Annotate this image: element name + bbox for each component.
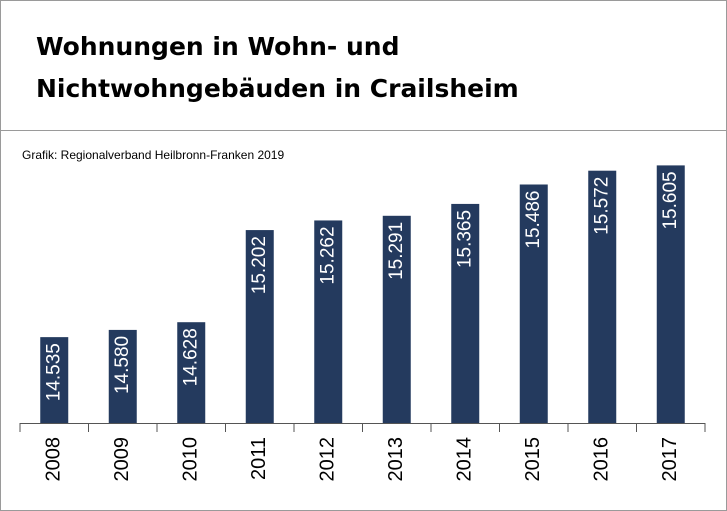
value-label: 15.291	[386, 222, 407, 280]
chart-title: Wohnungen in Wohn- und	[36, 32, 400, 61]
bar	[656, 165, 685, 423]
bar	[451, 203, 480, 423]
x-tick-label: 2008	[43, 437, 65, 482]
bar	[40, 337, 69, 423]
value-label: 14.628	[180, 328, 201, 386]
bar	[519, 184, 548, 423]
bar	[177, 322, 206, 423]
value-label: 15.486	[523, 190, 544, 248]
value-label: 15.202	[249, 236, 270, 294]
x-tick-label: 2011	[248, 437, 270, 480]
value-label: 15.262	[317, 226, 338, 284]
value-label: 14.535	[43, 343, 64, 401]
bar	[314, 220, 343, 423]
x-tick-label: 2009	[111, 437, 133, 482]
x-tick-label: 2015	[522, 437, 544, 482]
x-tick-label: 2013	[385, 437, 407, 482]
bar	[588, 170, 617, 423]
value-label: 14.580	[112, 336, 133, 394]
value-label: 15.365	[454, 210, 475, 268]
x-tick-label: 2012	[317, 437, 339, 482]
bar	[245, 230, 274, 423]
bar	[382, 215, 411, 423]
value-label: 15.605	[660, 171, 681, 229]
bar	[108, 329, 137, 423]
value-label: 15.572	[591, 177, 612, 235]
x-tick-label: 2017	[659, 437, 681, 482]
x-tick-label: 2014	[454, 437, 476, 482]
x-tick-label: 2016	[591, 437, 613, 482]
x-tick-label: 2010	[180, 437, 202, 482]
chart-title: Nichtwohngebäuden in Crailsheim	[36, 74, 519, 103]
chart-subtitle: Grafik: Regionalverband Heilbronn-Franke…	[22, 148, 284, 162]
